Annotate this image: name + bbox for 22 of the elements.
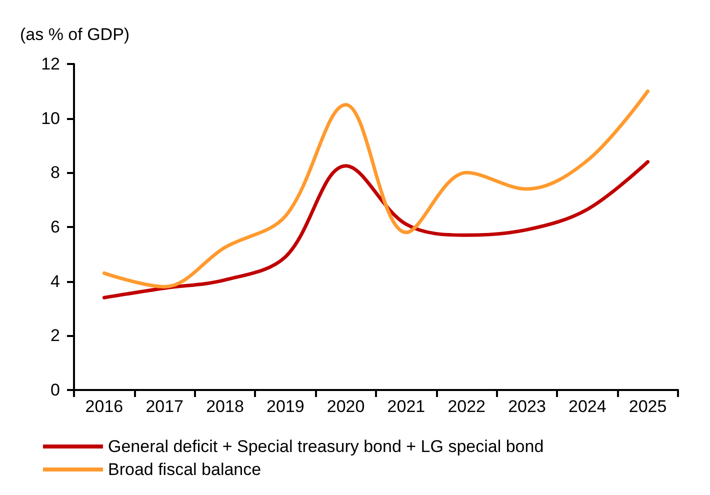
legend-label: General deficit + Special treasury bond + LG special bond [108,437,544,456]
legend-label: Broad fiscal balance [108,460,262,479]
y-tick-label: 0 [50,380,60,400]
line-series [102,89,650,289]
x-tick-label: 2024 [568,397,606,416]
x-tick-label: 2022 [448,397,486,416]
y-tick-label: 8 [50,163,60,182]
x-tick-label: 2021 [387,397,426,416]
x-tick-label: 2023 [508,397,546,416]
line-series [102,160,650,300]
y-tick-label: 4 [50,272,60,291]
x-tick-label: 2016 [85,397,124,416]
y-tick-label: 6 [50,218,60,236]
y-tick-label: 10 [41,108,60,128]
x-tick-label: 2017 [146,397,184,416]
x-tick-label: 2019 [266,397,304,416]
y-axis-title: (as % of GDP) [20,25,130,44]
x-tick-label: 2025 [628,397,667,416]
x-tick-label: 2018 [206,397,244,416]
y-tick-label: 12 [41,54,60,74]
y-tick-label: 2 [50,326,60,346]
x-tick-label: 2020 [326,397,365,416]
